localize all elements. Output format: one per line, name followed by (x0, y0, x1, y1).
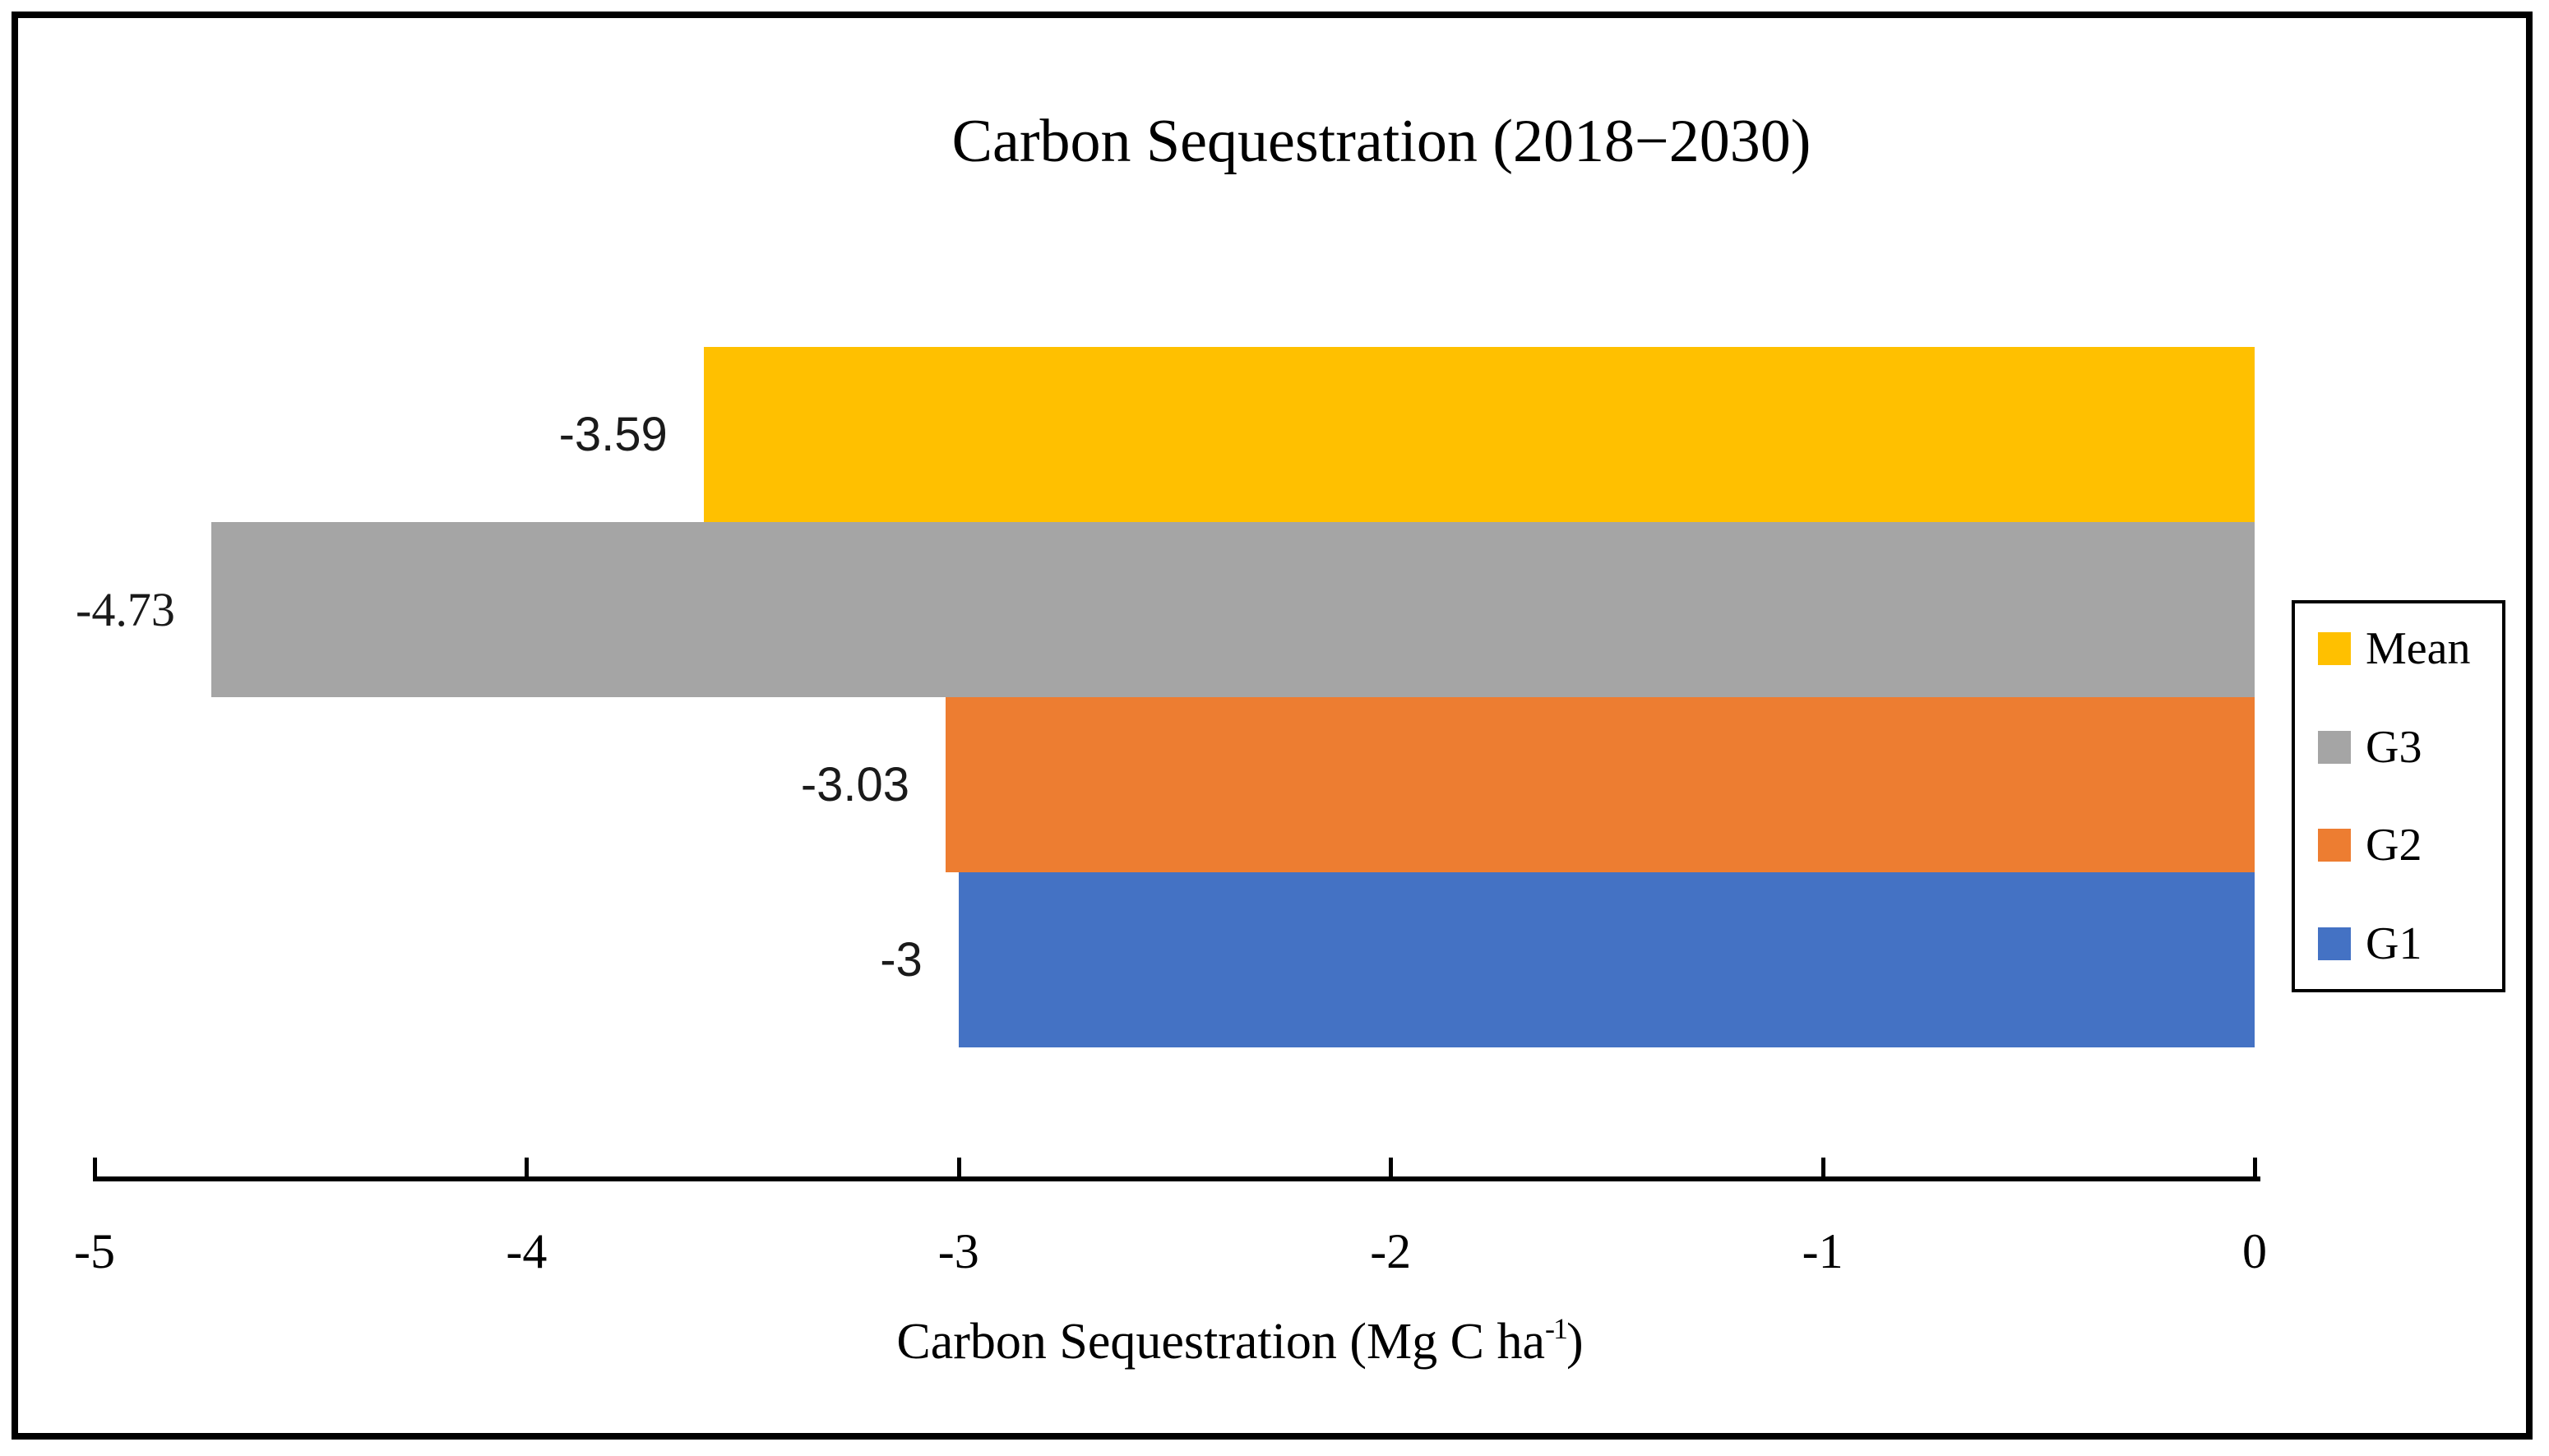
legend-item-g3: G3 (2318, 723, 2494, 771)
legend-swatch-icon (2318, 829, 2351, 862)
legend: Mean G3 G2 G1 (2292, 600, 2505, 992)
x-axis-tick-label: -3 (937, 1224, 979, 1278)
legend-swatch-icon (2318, 927, 2351, 960)
x-axis-line (93, 1176, 2260, 1181)
legend-item-g2: G2 (2318, 821, 2494, 869)
legend-item-mean: Mean (2318, 625, 2494, 673)
bar-mean (703, 347, 2255, 522)
bar-g2 (946, 697, 2255, 872)
x-axis-tick-label: -2 (1370, 1224, 1412, 1278)
x-axis-title: Carbon Sequestration (Mg C ha-1) (896, 1314, 1583, 1367)
data-label-g1: -3 (880, 932, 923, 987)
x-axis-tick (1389, 1158, 1394, 1176)
chart-border (12, 12, 2533, 1440)
bar-g3 (210, 522, 2255, 697)
x-axis-tick-label: 0 (2242, 1224, 2267, 1278)
data-label-mean: -3.59 (558, 407, 668, 461)
x-axis-tick (93, 1158, 97, 1176)
x-axis-title-suffix: ) (1566, 1314, 1584, 1370)
x-axis-tick (956, 1158, 961, 1176)
legend-label: G2 (2366, 820, 2422, 871)
legend-swatch-icon (2318, 730, 2351, 764)
chart-title: Carbon Sequestration (2018−2030) (951, 108, 1811, 175)
bar-g1 (958, 872, 2255, 1047)
x-axis-tick-label: -5 (74, 1224, 115, 1278)
legend-label: G3 (2366, 721, 2422, 773)
data-label-g2: -3.03 (800, 757, 910, 811)
x-axis-tick (1820, 1158, 1825, 1176)
x-axis-tick (2253, 1158, 2257, 1176)
x-axis-title-text: Carbon Sequestration (Mg C ha (896, 1314, 1545, 1370)
x-axis-tick-label: -1 (1802, 1224, 1844, 1278)
legend-label: G1 (2366, 918, 2422, 969)
x-axis-tick (525, 1158, 530, 1176)
legend-label: Mean (2366, 623, 2471, 674)
x-axis-tick-label: -4 (506, 1224, 548, 1278)
data-label-g3: -4.73 (76, 582, 175, 636)
legend-swatch-icon (2318, 632, 2351, 665)
x-axis-title-superscript: -1 (1545, 1312, 1568, 1345)
legend-item-g1: G1 (2318, 920, 2494, 968)
